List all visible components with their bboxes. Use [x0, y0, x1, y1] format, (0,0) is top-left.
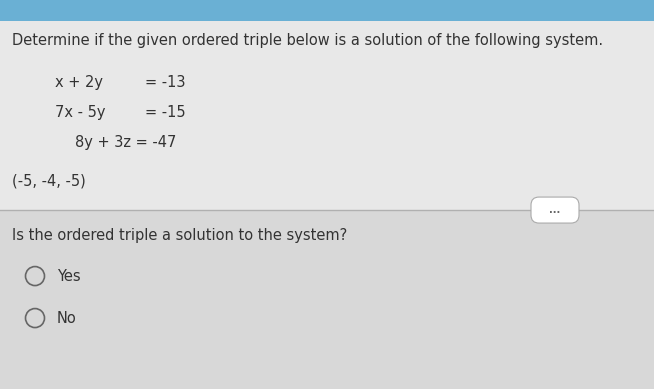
Bar — [0, 0, 654, 21]
Text: ...: ... — [549, 205, 560, 215]
Text: x + 2y: x + 2y — [55, 75, 103, 90]
Text: Is the ordered triple a solution to the system?: Is the ordered triple a solution to the … — [12, 228, 347, 243]
Text: 8y + 3z = -47: 8y + 3z = -47 — [75, 135, 177, 151]
Bar — [0, 0, 654, 210]
Text: No: No — [57, 310, 77, 326]
Bar — [0, 210, 654, 389]
Text: 7x - 5y: 7x - 5y — [55, 105, 105, 120]
Text: Yes: Yes — [57, 268, 80, 284]
Text: (-5, -4, -5): (-5, -4, -5) — [12, 173, 86, 188]
FancyBboxPatch shape — [531, 197, 579, 223]
Text: Determine if the given ordered triple below is a solution of the following syste: Determine if the given ordered triple be… — [12, 33, 603, 48]
Text: = -15: = -15 — [145, 105, 186, 120]
Text: = -13: = -13 — [145, 75, 186, 90]
